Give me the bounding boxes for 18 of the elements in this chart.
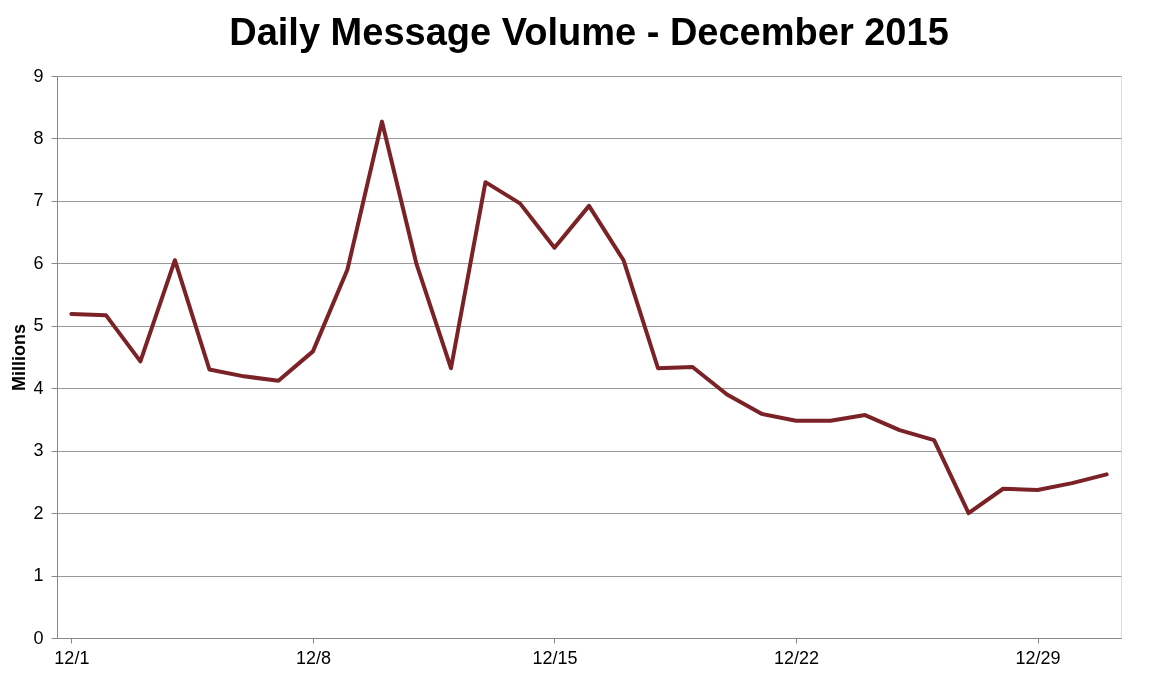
y-tick-label: 2 [33,502,44,523]
y-axis-title: Millions [9,324,30,391]
x-tick-label: 12/22 [774,647,820,668]
y-tick-label: 7 [33,190,44,211]
y-tick-label: 3 [33,440,44,461]
y-tick-label: 6 [33,252,44,273]
y-tick-label: 8 [33,127,44,148]
y-tick-label: 4 [33,377,44,398]
y-tick-label: 9 [33,65,44,86]
x-tick-label: 12/1 [54,647,90,668]
y-tick-label: 1 [33,565,44,586]
x-tick-label: 12/15 [532,647,578,668]
line-series [69,119,1109,516]
y-tick-label: 0 [33,627,44,648]
y-tick-label: 5 [33,315,44,336]
chart-title: Daily Message Volume - December 2015 [229,11,949,53]
x-tick-label: 12/8 [295,647,331,668]
x-tick-label: 12/29 [1015,647,1061,668]
